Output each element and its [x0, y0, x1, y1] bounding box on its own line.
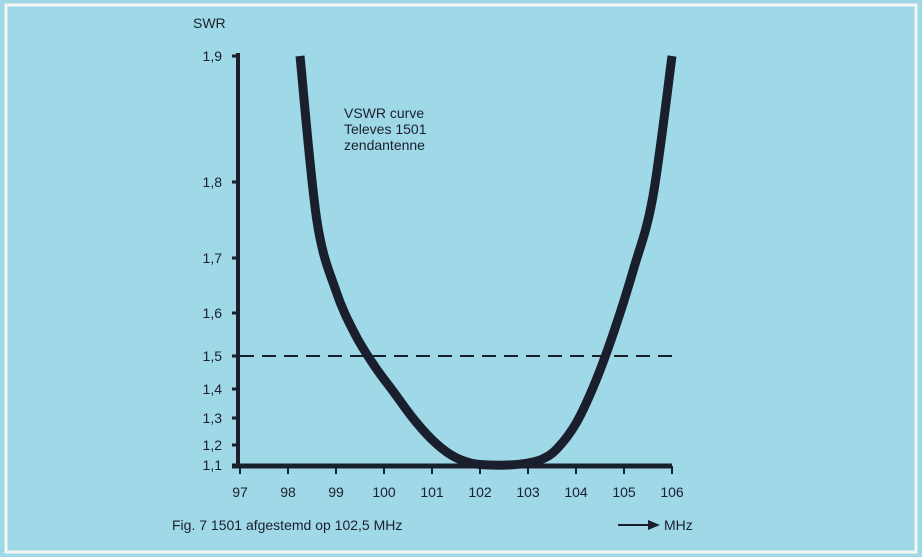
- x-tick-label: 100: [372, 484, 396, 500]
- y-tick-label: 1,6: [203, 305, 223, 321]
- x-axis-unit: MHz: [618, 517, 693, 533]
- y-tick-label: 1,2: [203, 437, 223, 453]
- y-tick-label: 1,4: [203, 381, 223, 397]
- y-axis-label: SWR: [193, 15, 226, 31]
- x-tick-label: 103: [516, 484, 540, 500]
- x-tick-label: 98: [280, 484, 296, 500]
- y-tick-label: 1,9: [203, 48, 223, 64]
- annotation-line: zendantenne: [344, 137, 425, 153]
- x-ticks: 97 98 99 100 101 102 103 104 105 106: [232, 466, 684, 500]
- annotation-line: Televes 1501: [344, 121, 427, 137]
- series-group: [295, 55, 677, 470]
- y-ticks: 1,1 1,2 1,3 1,4 1,5 1,6 1,7 1,8 1,9: [203, 48, 240, 473]
- x-tick-label: 104: [564, 484, 588, 500]
- y-tick-label: 1,7: [203, 250, 223, 266]
- y-tick-label: 1,5: [203, 348, 223, 364]
- x-axis-label: MHz: [664, 517, 693, 533]
- x-tick-label: 102: [468, 484, 492, 500]
- x-tick-label: 101: [420, 484, 444, 500]
- annotation-line: VSWR curve: [344, 105, 424, 121]
- y-tick-label: 1,8: [203, 174, 223, 190]
- y-tick-label: 1,3: [203, 410, 223, 426]
- chart-frame: [4, 3, 918, 554]
- y-tick-label: 1,1: [203, 457, 223, 473]
- vswr-curve: [295, 55, 677, 470]
- x-tick-label: 97: [232, 484, 248, 500]
- x-unit-arrow-head: [648, 520, 660, 530]
- x-tick-label: 105: [612, 484, 636, 500]
- figure-caption: Fig. 7 1501 afgestemd op 102,5 MHz: [172, 517, 402, 533]
- x-tick-label: 99: [328, 484, 344, 500]
- x-tick-label: 106: [660, 484, 684, 500]
